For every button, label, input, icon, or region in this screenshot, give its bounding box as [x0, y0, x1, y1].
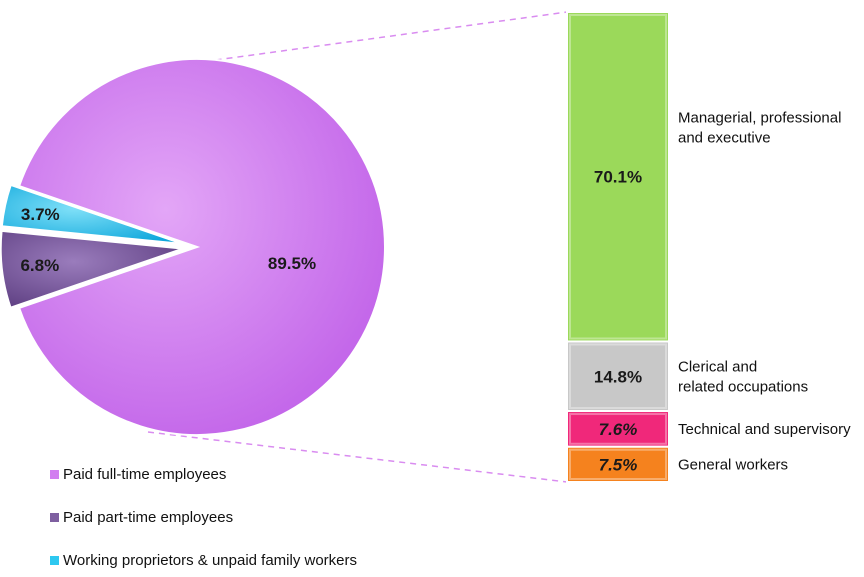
pie-label-paid-part-time-employees: 6.8% [20, 256, 59, 275]
pie-slice-working-proprietors-and-unpaid-family-workers [0, 183, 184, 246]
bar-value-managerial-professional-and-executive: 70.1% [594, 168, 642, 187]
stacked-bar: 70.1% Managerial, professional and executi… [566, 11, 851, 483]
legend-swatch-working-proprietors-and-unpaid-family-workers [50, 556, 59, 565]
bar-segment-general-workers-bevel [569, 448, 667, 480]
bar-value-general-workers: 7.5% [599, 455, 638, 474]
legend-label-paid-part-time-employees: Paid part-time employees [63, 509, 233, 526]
bar-segment-clerical-and-related-occupations [566, 340, 670, 413]
legend-swatch-paid-full-time-employees [50, 470, 59, 479]
bar-category-technical-and-supervisory: Technical and supervisory [678, 421, 851, 438]
bar-category-clerical-and-related-occupations-line-1: Clerical and [678, 358, 757, 375]
connector-line-top [171, 11, 568, 67]
bar-value-technical-and-supervisory: 7.6% [599, 420, 638, 439]
legend-label-working-proprietors-and-unpaid-family-workers: Working proprietors & unpaid family work… [63, 552, 357, 569]
bar-segment-managerial-professional-and-executive-bevel [569, 14, 667, 340]
bar-category-clerical-and-related-occupations-line-2: related occupations [678, 378, 808, 395]
pie-label-working-proprietors-and-unpaid-family-workers: 3.7% [21, 205, 60, 224]
pie-chart: 89.5% 3.7% 6.8% [0, 58, 386, 436]
pie-label-paid-full-time-employees: 89.5% [268, 254, 316, 273]
connector-lines [147, 11, 568, 483]
pie-slice-paid-part-time-employees [0, 229, 184, 309]
bar-segment-clerical-and-related-occupations-bevel [569, 343, 667, 410]
bar-segment-managerial-professional-and-executive [566, 11, 670, 343]
bar-category-managerial-professional-and-executive-line-1: Managerial, professional [678, 109, 841, 126]
legend-label-paid-full-time-employees: Paid full-time employees [63, 466, 226, 483]
connector-line-bottom [147, 431, 568, 483]
legend: Paid full-time employees Paid part-time e… [50, 466, 357, 569]
legend-swatch-paid-part-time-employees [50, 513, 59, 522]
bar-value-clerical-and-related-occupations: 14.8% [594, 367, 642, 386]
bar-segment-general-workers [566, 445, 670, 483]
bar-category-managerial-professional-and-executive-line-2: and executive [678, 129, 771, 146]
pie-slice-paid-full-time-employees [17, 58, 386, 436]
bar-category-general-workers: General workers [678, 456, 788, 473]
bar-segment-technical-and-supervisory-bevel [569, 413, 667, 445]
